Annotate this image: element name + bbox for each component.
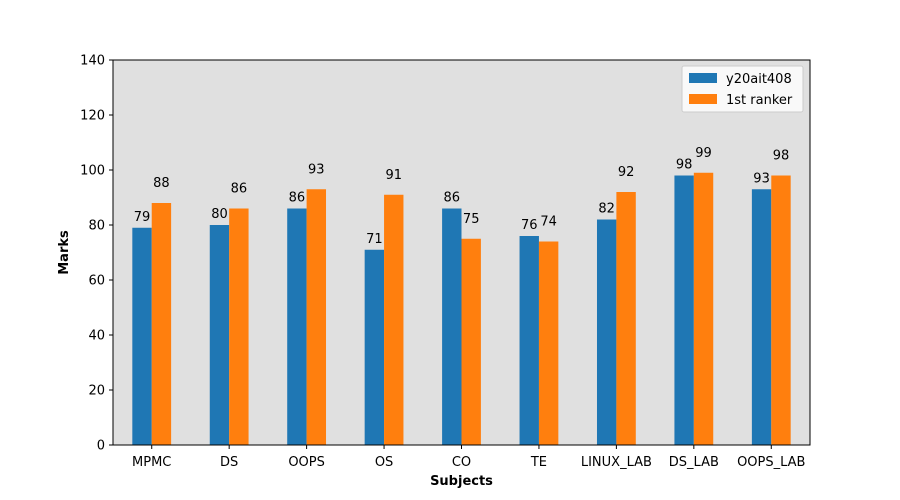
x-tick-label-ds-lab: DS_LAB [669,455,719,470]
data-label-y20ait408-os: 71 [366,232,383,247]
y-tick-label-60: 60 [88,274,105,289]
y-tick-label-100: 100 [80,164,105,179]
x-tick-label-ds: DS [220,455,238,470]
y-tick-label-40: 40 [88,329,105,344]
data-label-1st-ranker-ds: 86 [231,182,248,197]
y-tick-label-120: 120 [80,109,105,124]
y-tick-label-80: 80 [88,219,105,234]
y-axis-title: Marks [57,230,72,275]
legend-swatch-1st-ranker [689,94,717,104]
bar-y20ait408-ds-lab [674,175,694,445]
bar-y20ait408-ds [209,225,230,445]
bar-1st-ranker-co [461,238,481,445]
data-label-y20ait408-linux-lab: 82 [598,202,615,217]
data-label-y20ait408-te: 76 [521,218,538,233]
legend-label-y20ait408: y20ait408 [726,72,792,87]
legend-swatch-y20ait408 [689,73,717,83]
x-tick-label-te: TE [530,455,547,470]
data-label-y20ait408-ds: 80 [211,207,228,222]
y-tick-label-0: 0 [97,439,105,454]
bar-y20ait408-mpmc [132,227,152,445]
data-label-y20ait408-oops-lab: 93 [753,171,770,186]
data-label-1st-ranker-oops-lab: 98 [773,149,790,164]
x-axis: MPMC DS OOPS OS CO TE LINUX_LAB DS_LAB OOPS_LAB [132,445,805,470]
x-tick-label-linux-lab: LINUX_LAB [581,455,652,470]
x-axis-title: Subjects [430,474,493,489]
x-tick-label-oops: OOPS [288,455,325,470]
legend: y20ait408 1st ranker [681,65,804,113]
x-tick-label-oops-lab: OOPS_LAB [737,455,805,470]
data-label-1st-ranker-mpmc: 88 [153,176,170,191]
bar-1st-ranker-ds [229,208,249,445]
bar-1st-ranker-ds-lab [693,172,714,445]
x-tick-label-os: OS [375,455,393,470]
data-label-1st-ranker-te: 74 [540,215,557,230]
bar-1st-ranker-te [538,241,559,445]
data-label-y20ait408-mpmc: 79 [134,210,151,225]
bar-1st-ranker-oops-lab [771,175,791,445]
bar-1st-ranker-linux-lab [616,192,636,445]
bar-1st-ranker-os [384,194,404,445]
data-label-y20ait408-ds-lab: 98 [676,158,693,173]
bar-y20ait408-os [364,249,385,445]
y-tick-label-140: 140 [80,54,105,69]
bar-y20ait408-linux-lab [596,219,617,445]
data-label-1st-ranker-ds-lab: 99 [695,146,712,161]
y-tick-label-20: 20 [88,384,105,399]
data-label-1st-ranker-oops: 93 [308,162,325,177]
bars-layer [132,172,791,445]
legend-label-1st-ranker: 1st ranker [726,93,793,108]
data-label-y20ait408-co: 86 [444,191,461,206]
x-tick-label-co: CO [452,455,471,470]
bar-1st-ranker-oops [306,189,327,445]
bar-1st-ranker-mpmc [151,203,172,445]
bar-y20ait408-oops [287,208,307,445]
y-axis: 0 20 40 60 80 100 120 140 [80,54,113,454]
data-label-1st-ranker-os: 91 [385,168,402,183]
data-label-1st-ranker-co: 75 [463,212,480,227]
data-label-y20ait408-oops: 86 [289,191,306,206]
x-tick-label-mpmc: MPMC [132,455,171,470]
bar-y20ait408-te [519,236,539,445]
bar-y20ait408-co [442,208,462,445]
bar-y20ait408-oops-lab [751,189,772,445]
data-label-1st-ranker-linux-lab: 92 [618,165,635,180]
